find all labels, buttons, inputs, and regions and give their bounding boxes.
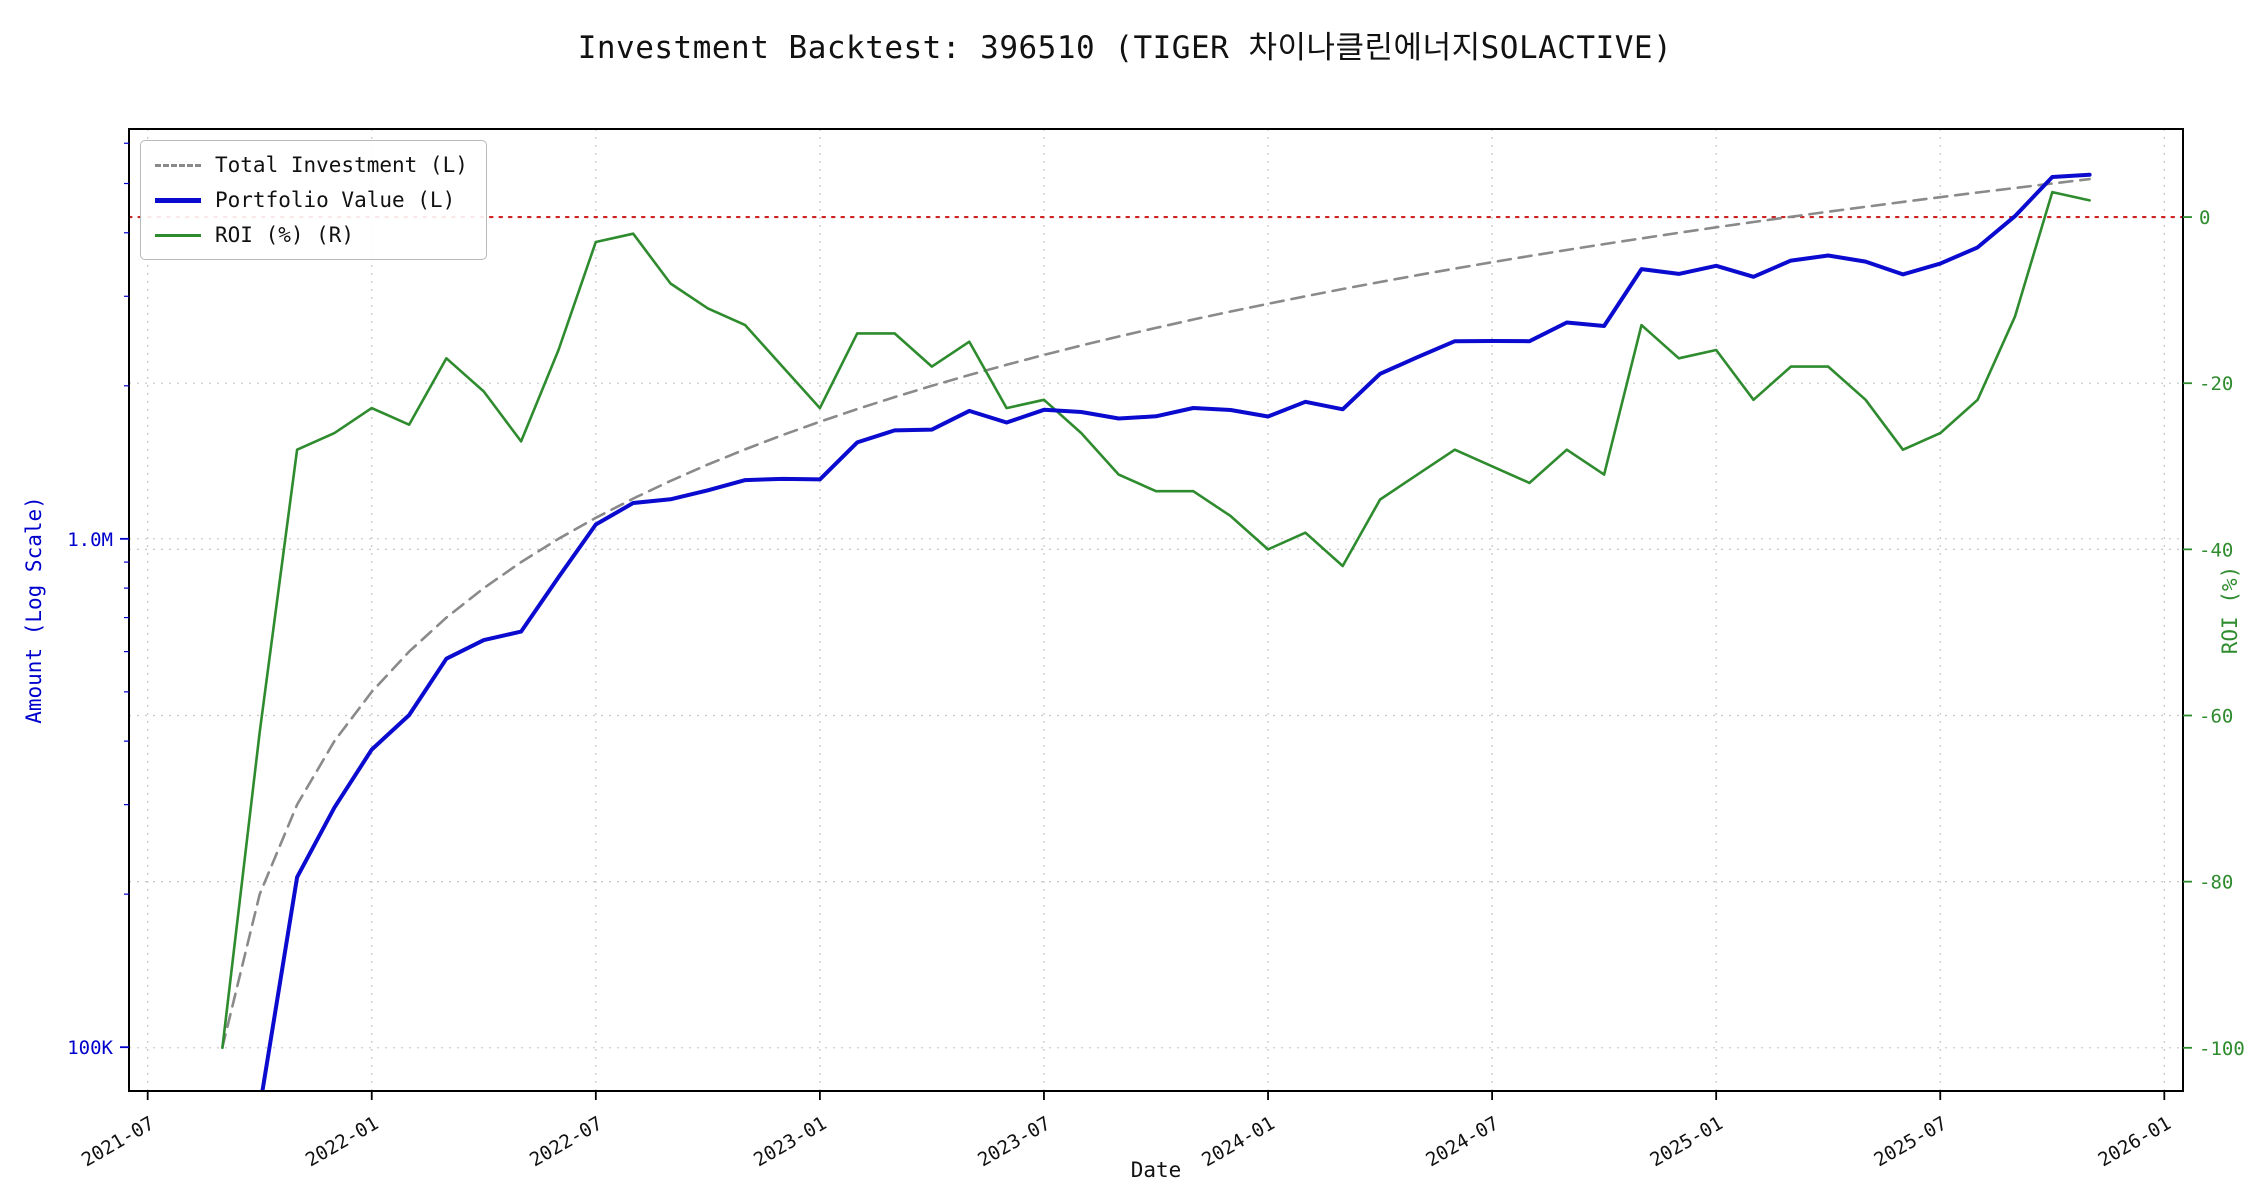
portfolio-value-line-swatch bbox=[155, 197, 201, 203]
chart-title: Investment Backtest: 396510 (TIGER 차이나클린… bbox=[577, 30, 1673, 66]
legend-item-roi: ROI (%) (R) bbox=[155, 223, 468, 247]
right-tick-label: -40 bbox=[2199, 539, 2233, 561]
right-tick-label: -20 bbox=[2199, 373, 2233, 395]
right-axis: 0 -20 -40 -60 -80 -100 bbox=[2183, 207, 2245, 1060]
legend-label: Portfolio Value (L) bbox=[215, 188, 456, 212]
roi-line bbox=[221, 190, 2091, 1050]
right-tick-label: -60 bbox=[2199, 706, 2233, 728]
right-tick-label: -100 bbox=[2199, 1038, 2245, 1060]
legend-item-total-investment: Total Investment (L) bbox=[155, 153, 468, 177]
legend-label: Total Investment (L) bbox=[215, 153, 468, 177]
portfolio-value-line bbox=[260, 172, 2092, 1091]
left-tick-label: 1.0M bbox=[67, 529, 113, 551]
left-axis: 100K 1.0M bbox=[67, 142, 129, 1059]
legend-item-portfolio-value: Portfolio Value (L) bbox=[155, 188, 468, 212]
x-axis-label: Date bbox=[1130, 1158, 1182, 1182]
right-tick-label: -80 bbox=[2199, 872, 2233, 894]
total-investment-line bbox=[221, 177, 2091, 1049]
left-axis-label: Amount (Log Scale) bbox=[22, 496, 46, 724]
legend: Total Investment (L) Portfolio Value (L)… bbox=[140, 140, 487, 260]
total-investment-line-swatch bbox=[155, 163, 201, 167]
right-axis-label: ROI (%) bbox=[2218, 565, 2242, 655]
legend-label: ROI (%) (R) bbox=[215, 223, 355, 247]
grid bbox=[129, 129, 2183, 1091]
roi-line-swatch bbox=[155, 233, 201, 237]
right-tick-label: 0 bbox=[2199, 207, 2210, 229]
left-tick-label: 100K bbox=[67, 1037, 113, 1059]
plot-border bbox=[128, 128, 2184, 1092]
